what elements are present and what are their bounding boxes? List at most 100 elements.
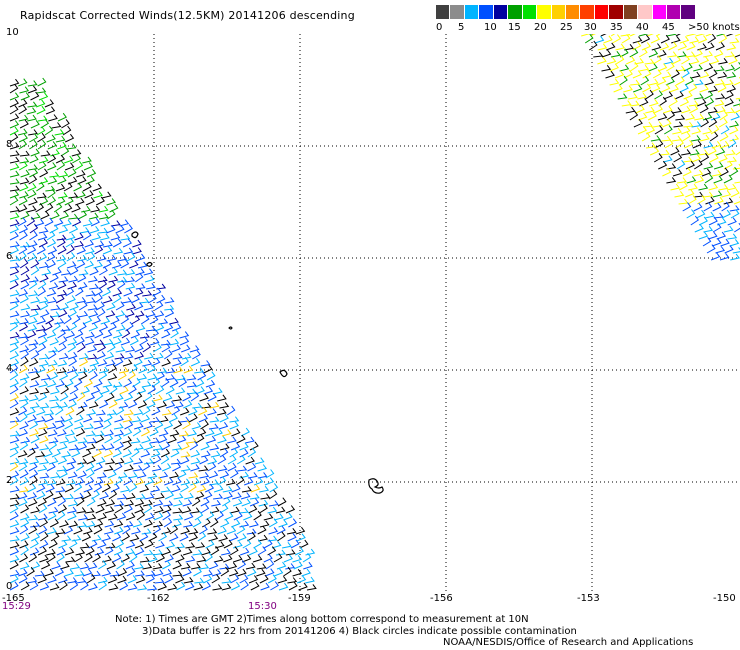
wind-barb [129, 552, 138, 563]
wind-barb [184, 512, 194, 521]
wind-barb [156, 294, 166, 304]
wind-barb [260, 493, 271, 500]
wind-barb [207, 408, 217, 416]
wind-barb [712, 170, 722, 177]
wind-barb [50, 402, 60, 409]
wind-barb [609, 63, 619, 72]
wind-barb [116, 324, 126, 332]
wind-barb [661, 71, 672, 79]
wind-barb [9, 485, 20, 493]
wind-barb [727, 217, 737, 226]
wind-barb [725, 64, 736, 72]
wind-barb [164, 477, 174, 486]
wind-barb [244, 436, 255, 444]
wind-barb [729, 134, 740, 142]
wind-barb [57, 259, 67, 269]
wind-barb [77, 401, 88, 409]
wind-barb [47, 176, 58, 185]
wind-barb [141, 528, 152, 535]
wind-barb [96, 308, 106, 318]
wind-barb [165, 541, 176, 549]
wind-barb [142, 290, 153, 297]
wind-barb [131, 447, 140, 458]
wind-barb [187, 429, 198, 437]
wind-barb [165, 401, 176, 409]
wind-barb [236, 525, 246, 535]
wind-barb [712, 223, 722, 233]
wind-barb [164, 490, 175, 500]
wind-barb [114, 394, 124, 402]
wind-barb [27, 252, 37, 262]
wind-barb [9, 519, 20, 528]
wind-barb [57, 112, 67, 122]
wind-barb [49, 395, 60, 402]
wind-barb [686, 209, 696, 219]
wind-barb [179, 430, 189, 437]
wind-barb [656, 34, 661, 37]
wind-barb [651, 43, 662, 51]
wind-barb [94, 293, 103, 304]
wind-barb [9, 343, 19, 353]
wind-barb [82, 182, 92, 192]
wind-barb [57, 289, 68, 297]
wind-barb [615, 43, 626, 51]
wind-barb [635, 105, 645, 114]
wind-barb [697, 98, 707, 107]
wind-barb [180, 527, 191, 535]
wind-barb [114, 353, 125, 360]
wind-barb [610, 34, 616, 37]
wind-barb [74, 570, 85, 577]
wind-barb [161, 527, 172, 535]
wind-barb [204, 483, 215, 493]
wind-barb [107, 343, 116, 353]
wind-barb [105, 359, 116, 367]
wind-barb [29, 539, 39, 549]
wind-barb [29, 469, 39, 479]
wind-barb [19, 150, 30, 157]
wind-barb [157, 401, 168, 409]
wind-barb [99, 399, 109, 409]
wind-barb [19, 318, 29, 325]
wind-barb [63, 526, 74, 535]
wind-barb [257, 525, 267, 535]
wind-barb [18, 99, 28, 108]
wind-barb [219, 563, 230, 570]
wind-barb [72, 217, 82, 227]
wind-barb [698, 216, 708, 226]
legend-swatch [565, 5, 581, 19]
wind-barb [720, 125, 730, 135]
wind-barb [107, 322, 117, 332]
wind-barb [85, 462, 95, 472]
wind-barb [101, 534, 112, 542]
wind-barb [54, 567, 65, 577]
wind-barb [19, 177, 30, 185]
wind-barb [132, 465, 143, 472]
wind-barb [258, 499, 269, 507]
wind-barb [94, 287, 103, 297]
wind-barb [66, 295, 76, 304]
wind-barb [135, 547, 145, 556]
wind-barb [67, 512, 77, 521]
wind-barb [135, 268, 145, 276]
wind-barb [9, 241, 20, 248]
wind-barb [123, 428, 133, 437]
wind-barb [729, 37, 740, 44]
wind-barb [37, 252, 48, 262]
wind-barb [56, 552, 65, 563]
wind-barb [67, 338, 78, 346]
wind-barb [707, 107, 718, 114]
wind-barb [632, 41, 642, 51]
wind-barb [192, 402, 203, 409]
wind-barb [95, 196, 105, 206]
wind-barb [217, 526, 227, 535]
note-line: Note: 1) Times are GMT 2)Times along bot… [115, 614, 529, 625]
wind-barb [76, 170, 86, 178]
wind-barb [169, 471, 179, 479]
wind-barb [207, 462, 217, 472]
wind-barb [9, 126, 19, 136]
wind-barb [17, 450, 28, 458]
wind-barb [76, 297, 87, 304]
wind-barb [19, 540, 29, 549]
wind-barb [144, 275, 155, 283]
wind-barb [65, 238, 75, 248]
